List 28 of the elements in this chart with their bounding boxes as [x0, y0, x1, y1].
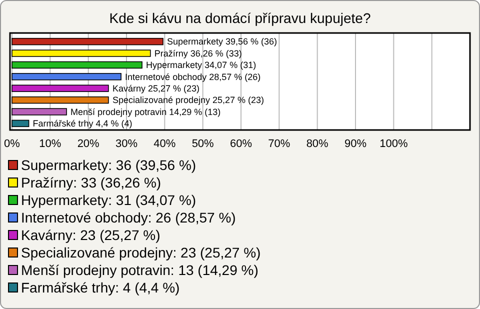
data-label: Pražírny 36,26 % (33)	[154, 48, 242, 58]
legend-label: Supermarkety: 36 (39,56 %)	[21, 156, 196, 173]
data-label: Kavárny 25,27 % (23)	[112, 84, 200, 94]
data-label: Hypermarkety 34,07 % (31)	[146, 60, 256, 70]
data-label: Internetové obchody 28,57 % (26)	[125, 72, 261, 82]
data-label: Supermarkety 39,56 % (36)	[166, 36, 278, 47]
legend-label: Specializované prodejny: 23 (25,27 %)	[21, 244, 261, 260]
legend-label: Hypermarkety: 31 (34,07 %)	[21, 192, 196, 208]
x-tick-label: 70%	[268, 138, 290, 150]
x-tick-label: 10%	[39, 138, 62, 150]
data-label: Menší prodejny potravin 14,29 % (13)	[70, 106, 221, 117]
x-tick-label: 30%	[115, 138, 138, 150]
x-tick-label: 90%	[344, 138, 367, 150]
legend-label: Kavárny: 23 (25,27 %)	[21, 226, 160, 243]
x-tick-label: 20%	[77, 138, 100, 150]
legend-label: Farmářské trhy: 4 (4,4 %)	[21, 279, 180, 296]
legend-label: Internetové obchody: 26 (28,57 %)	[21, 209, 236, 226]
x-tick-label: 100%	[380, 138, 408, 150]
x-tick-label: 0%	[4, 138, 20, 150]
data-label: Specializované prodejny 25,27 % (23)	[112, 95, 264, 106]
chart-title: Kde si kávu na domácí přípravu kupujete?	[109, 10, 371, 26]
legend-label: Menší prodejny potravin: 13 (14,29 %)	[21, 262, 258, 278]
x-tick-label: 40%	[154, 138, 176, 150]
x-tick-label: 60%	[230, 138, 252, 150]
x-tick-label: 50%	[192, 138, 214, 150]
x-tick-label: 80%	[306, 138, 329, 150]
data-label: Farmářské trhy 4,4 % (4)	[32, 118, 132, 129]
legend-label: Pražírny: 33 (36,26 %)	[21, 174, 162, 190]
